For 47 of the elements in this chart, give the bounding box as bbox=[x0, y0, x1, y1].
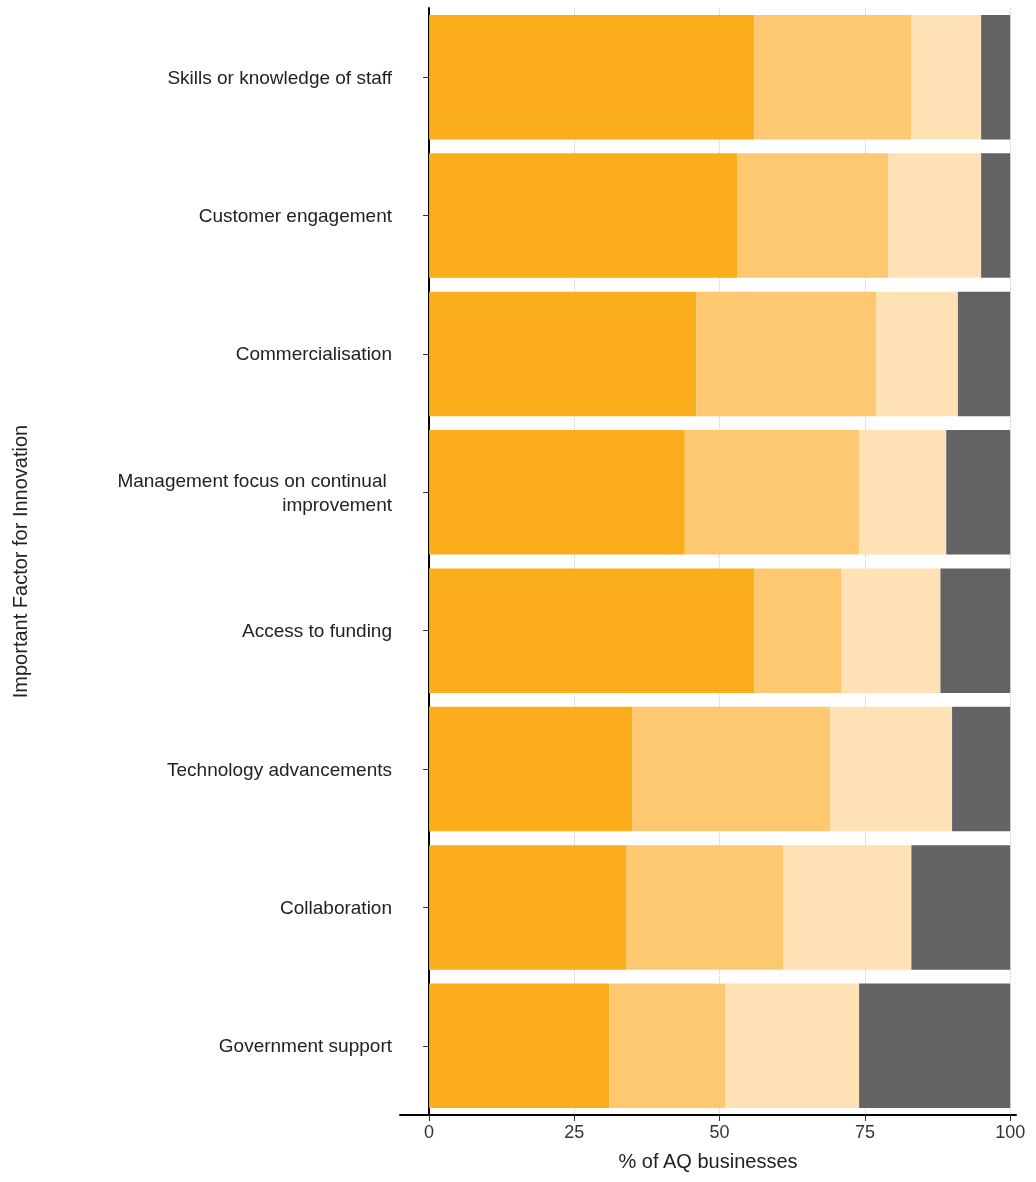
y-tick-label: Collaboration bbox=[280, 896, 392, 918]
bar bbox=[429, 706, 633, 832]
bar bbox=[783, 845, 912, 970]
bar bbox=[981, 153, 1011, 278]
bar bbox=[626, 845, 784, 970]
bar bbox=[830, 706, 953, 832]
bar bbox=[696, 291, 877, 417]
y-tick-label: Government support bbox=[218, 1035, 393, 1057]
bar bbox=[429, 568, 755, 693]
bar bbox=[957, 291, 1011, 417]
bar bbox=[429, 430, 685, 555]
bar bbox=[684, 430, 860, 555]
x-tick-label: 50 bbox=[709, 1122, 730, 1142]
bar bbox=[888, 153, 982, 278]
y-tick-label: Technology advancements bbox=[167, 758, 392, 780]
bar bbox=[940, 568, 1011, 693]
bar bbox=[911, 14, 982, 140]
y-tick-label: Access to funding bbox=[242, 620, 392, 642]
x-tick-label: 75 bbox=[854, 1122, 875, 1142]
x-tick-label: 100 bbox=[995, 1122, 1026, 1142]
x-tick-label: 0 bbox=[424, 1122, 435, 1142]
bar bbox=[429, 153, 738, 278]
bar bbox=[911, 845, 1011, 970]
bar bbox=[737, 153, 889, 278]
bar bbox=[609, 983, 726, 1109]
y-tick-label: Customer engagement bbox=[198, 205, 393, 227]
bar bbox=[859, 983, 1011, 1109]
bar bbox=[841, 568, 941, 693]
bar bbox=[429, 14, 755, 140]
bar bbox=[429, 845, 627, 970]
y-tick-label: Commercialisation bbox=[235, 343, 392, 365]
bar bbox=[725, 983, 860, 1109]
bar bbox=[859, 430, 947, 555]
bar bbox=[981, 14, 1011, 140]
bar bbox=[429, 983, 610, 1109]
bar bbox=[754, 568, 842, 693]
bar bbox=[876, 291, 958, 417]
bar bbox=[946, 430, 1011, 555]
x-tick-label: 25 bbox=[564, 1122, 585, 1142]
bar bbox=[952, 706, 1011, 832]
bar bbox=[754, 14, 912, 140]
y-axis-title: Important Factor for Innovation bbox=[9, 424, 31, 699]
x-axis-title: % of AQ businesses bbox=[618, 1150, 798, 1172]
bar bbox=[429, 291, 697, 417]
bar bbox=[632, 706, 831, 832]
y-tick-label: Management focus on continual improvement bbox=[117, 469, 393, 515]
y-tick-label: Skills or knowledge of staff bbox=[167, 66, 393, 88]
